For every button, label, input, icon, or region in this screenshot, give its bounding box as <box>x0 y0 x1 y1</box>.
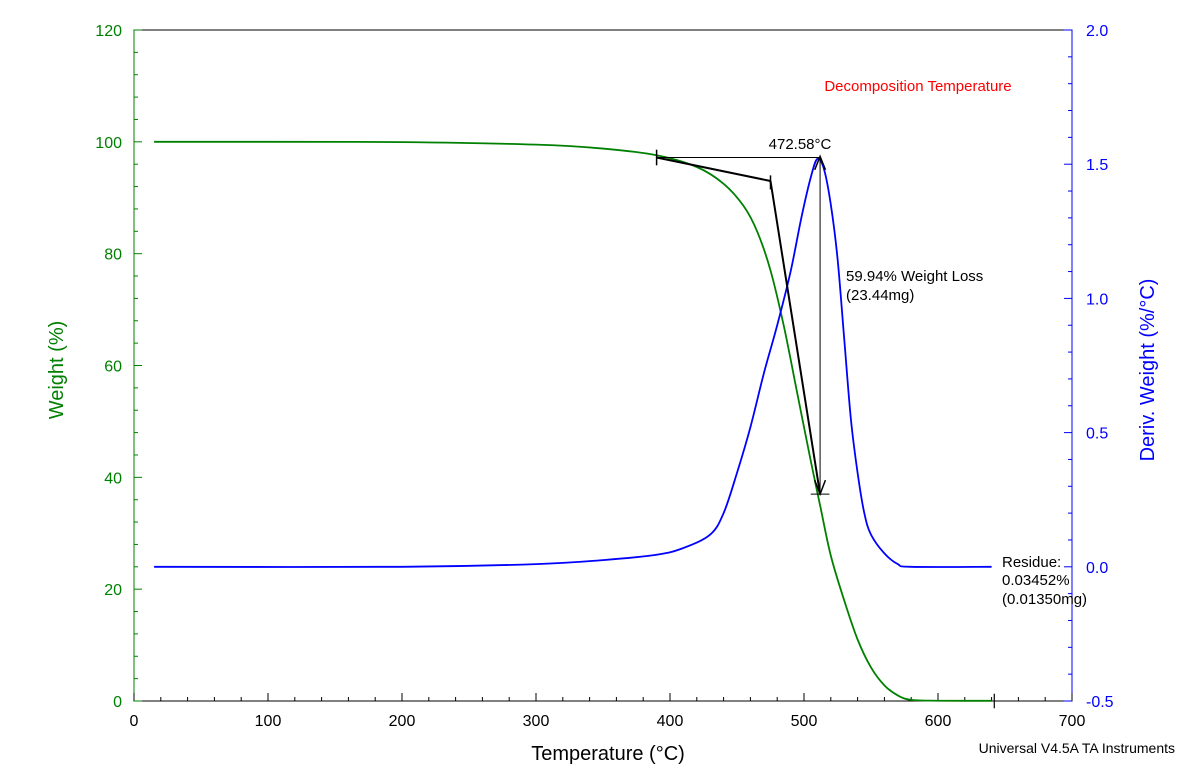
peak-temp-label: 472.58°C <box>769 136 832 153</box>
x-tick-label: 300 <box>523 713 550 730</box>
residue-label-3: (0.01350mg) <box>1002 591 1087 608</box>
y-left-tick-label: 0 <box>113 694 122 711</box>
x-tick-label: 0 <box>130 713 139 730</box>
y-left-tick-label: 60 <box>104 359 122 376</box>
weight-loss-label-2: (23.44mg) <box>846 287 914 304</box>
y-axis-left-title: Weight (%) <box>46 321 68 420</box>
y-right-tick-label: 1.0 <box>1086 291 1108 308</box>
y-right-tick-label: 2.0 <box>1086 23 1108 40</box>
y-right-tick-label: 0.0 <box>1086 560 1108 577</box>
residue-label-2: 0.03452% <box>1002 572 1070 589</box>
plot-frame <box>133 29 1073 702</box>
annotation-title: Decomposition Temperature <box>824 78 1011 95</box>
x-tick-label: 700 <box>1059 713 1086 730</box>
curves-layer <box>154 140 992 702</box>
y-left-tick-label: 120 <box>95 23 122 40</box>
weight-loss-label-1: 59.94% Weight Loss <box>846 268 983 285</box>
annotation-layer <box>655 149 995 709</box>
onset-tangent-line <box>656 156 771 182</box>
x-tick-label: 200 <box>389 713 416 730</box>
x-axis-title: Temperature (°C) <box>531 743 685 765</box>
span-bottom-arrow <box>814 479 827 497</box>
y-left-tick-label: 100 <box>95 135 122 152</box>
span-top-arrow <box>814 154 827 171</box>
footer-instrument: Universal V4.5A TA Instruments <box>979 740 1175 756</box>
y-axis-right-title: Deriv. Weight (%/°C) <box>1137 279 1159 462</box>
steep-tangent-line <box>769 180 822 495</box>
deriv-weight-curve <box>154 157 992 568</box>
ticks-layer: 0 100 200 300 400 500 600 700 0 20 40 60 80 100 120 -0.… <box>95 23 1113 730</box>
weight-curve <box>154 140 992 702</box>
residue-label-1: Residue: <box>1002 554 1061 571</box>
y-right-tick-label: 1.5 <box>1086 157 1108 174</box>
y-right-tick-label: 0.5 <box>1086 426 1108 443</box>
x-tick-label: 600 <box>925 713 952 730</box>
y-left-tick-label: 80 <box>104 247 122 264</box>
y-left-tick-label: 20 <box>104 582 122 599</box>
x-tick-label: 500 <box>791 713 818 730</box>
y-right-tick-label: -0.5 <box>1086 694 1114 711</box>
y-left-tick-label: 40 <box>104 470 122 487</box>
x-tick-label: 400 <box>657 713 684 730</box>
x-tick-label: 100 <box>255 713 282 730</box>
